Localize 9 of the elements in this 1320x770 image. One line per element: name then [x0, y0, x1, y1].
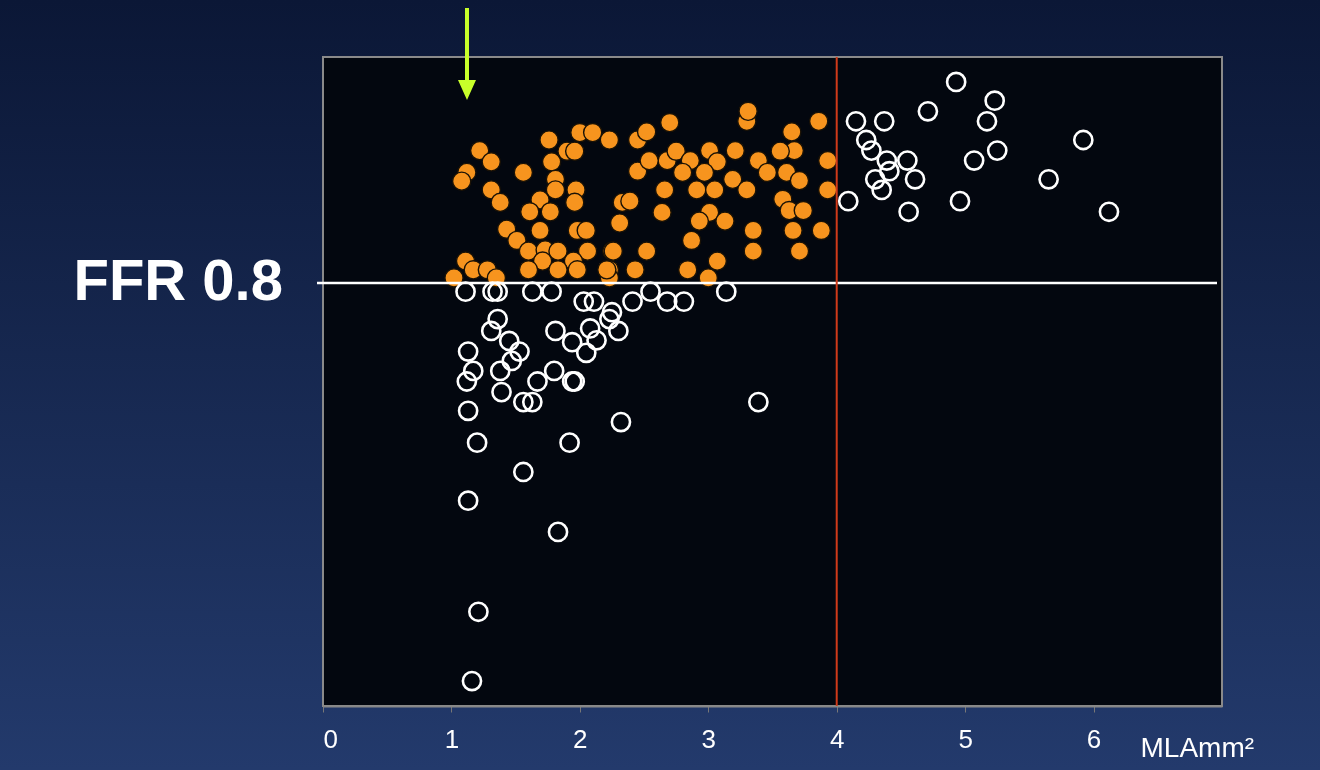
x-tick-label: 6 [1086, 723, 1102, 754]
x-tick-label: 5 [958, 723, 973, 754]
x-tick-label: 2 [573, 723, 588, 754]
x-axis-title: MLAmm² [1140, 731, 1255, 763]
x-tick-label: 0 [323, 723, 338, 754]
x-tick-label: 4 [829, 723, 845, 754]
x-tick-label: 1 [444, 723, 460, 754]
x-tick-label: 3 [701, 723, 717, 754]
ref-line-label: FFR 0.8 [73, 246, 283, 312]
